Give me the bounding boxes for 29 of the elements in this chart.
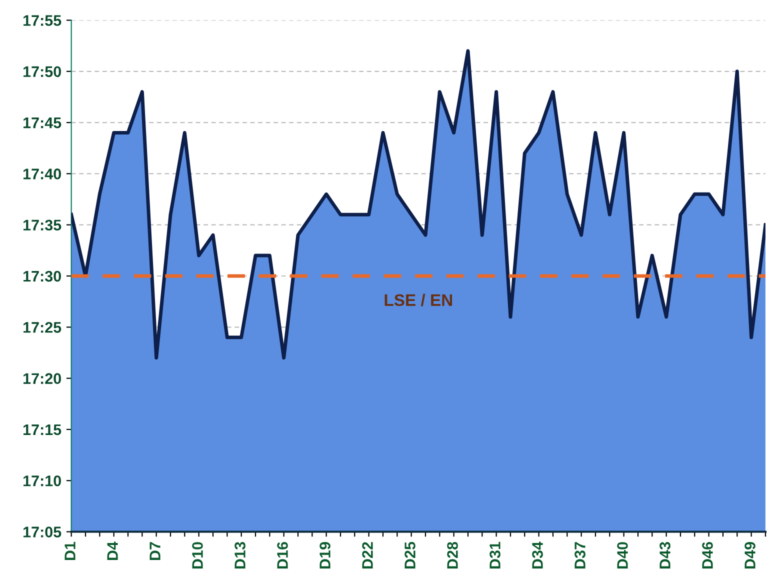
y-tick-label: 17:15	[24, 424, 62, 436]
y-tick-label: 17:20	[24, 373, 61, 384]
x-tick-label: D19	[320, 542, 330, 568]
x-tick-label: D28	[447, 542, 458, 568]
x-tick-label: D10	[192, 542, 203, 568]
ref-line-label: LSE / EN	[384, 294, 452, 306]
x-tick-label: D7	[150, 542, 160, 560]
x-tick-label: D31	[490, 542, 500, 568]
x-tick-label: D4	[107, 542, 118, 560]
x-tick-label: D25	[404, 542, 416, 568]
x-tick-label: D22	[362, 542, 373, 568]
y-tick-label: 17:55	[24, 15, 62, 26]
x-tick-label: D16	[277, 542, 288, 568]
x-tick-label: D13	[234, 542, 246, 568]
y-tick-label: 17:35	[24, 220, 62, 231]
y-tick-label: 17:30	[24, 270, 61, 282]
x-tick-label: D1	[64, 542, 76, 560]
y-tick-label: 17:50	[24, 66, 61, 78]
x-tick-label: D43	[660, 542, 670, 568]
y-tick-label: 17:40	[24, 168, 61, 180]
y-tick-label: 17:05	[24, 526, 62, 538]
y-tick-label: 17:10	[24, 475, 61, 486]
y-tick-label: 17:25	[24, 322, 62, 333]
y-tick-label: 17:45	[24, 118, 62, 128]
x-tick-label: D49	[744, 542, 756, 568]
x-tick-label: D46	[702, 542, 713, 568]
x-tick-label: D34	[532, 542, 543, 568]
x-tick-label: D37	[574, 542, 586, 568]
x-tick-label: D40	[617, 542, 628, 568]
